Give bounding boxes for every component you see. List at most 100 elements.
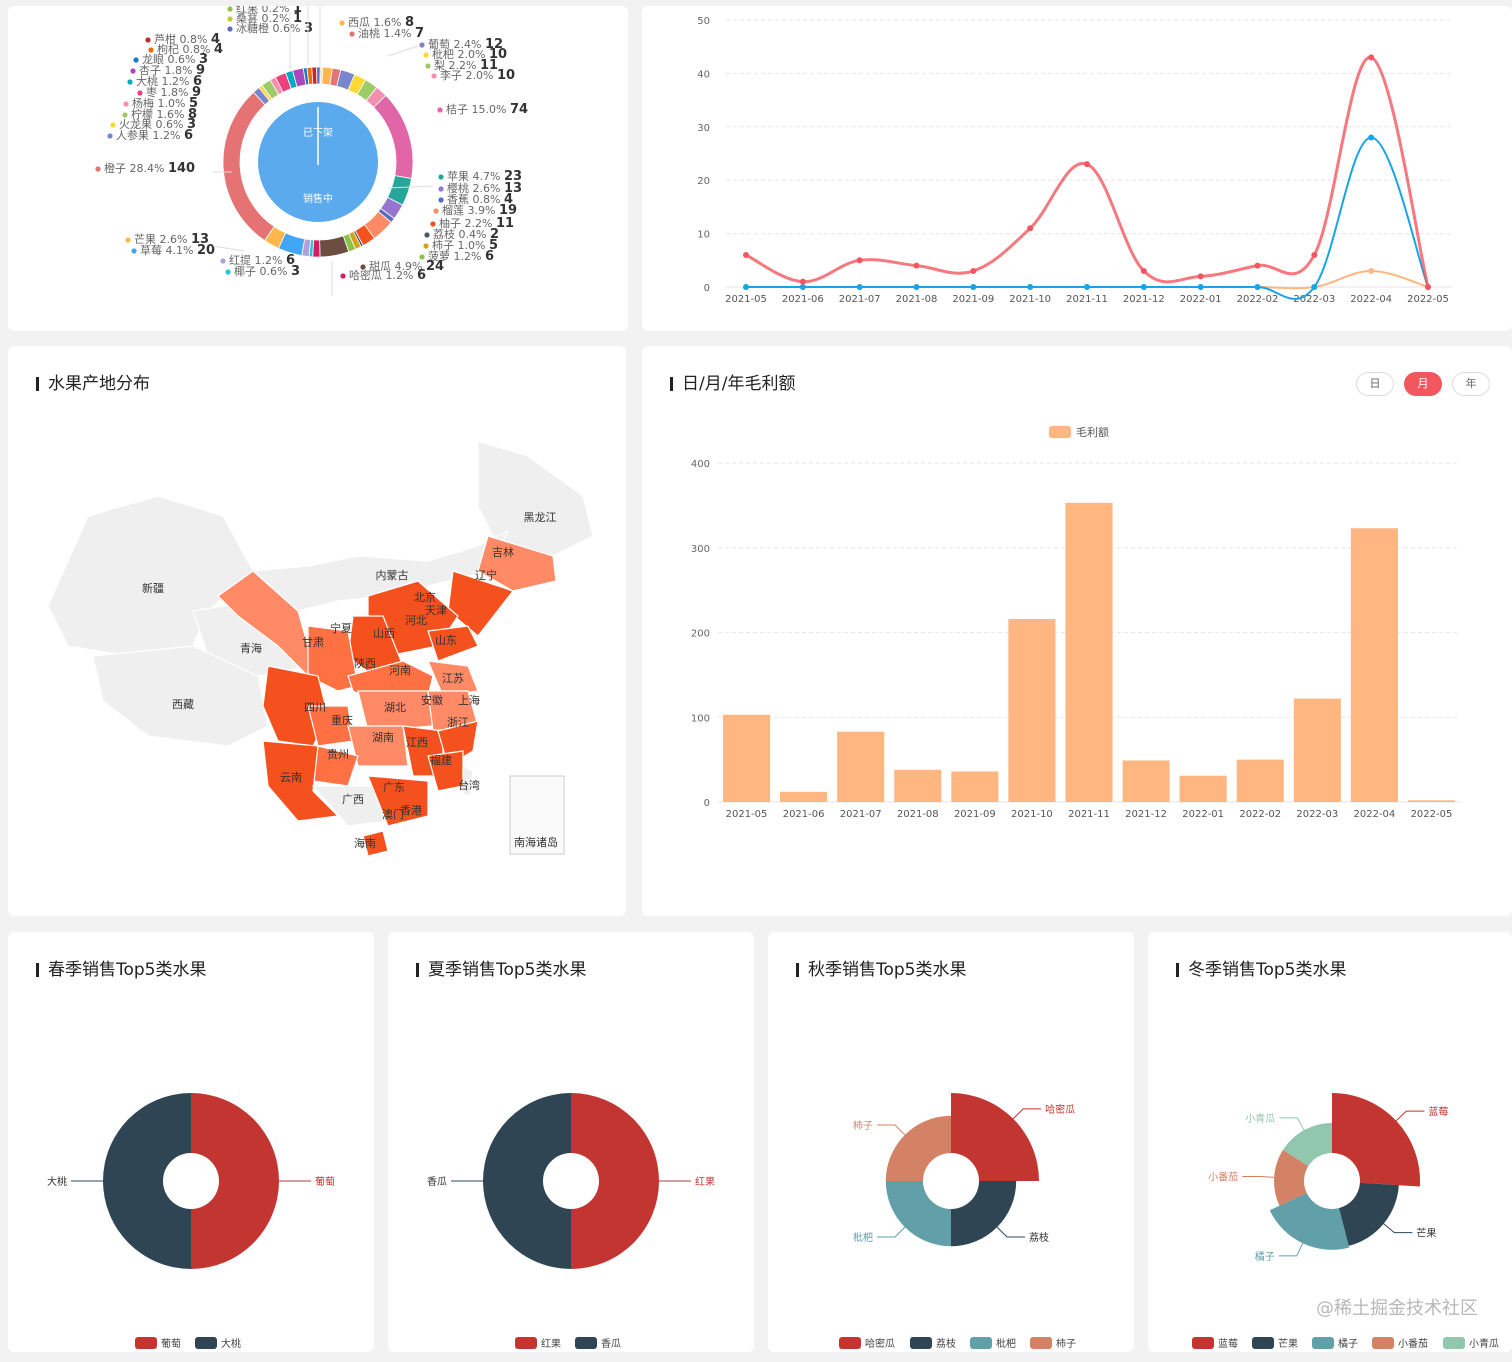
map-title: 水果产地分布 xyxy=(36,374,150,394)
pie-label-line xyxy=(1383,1223,1413,1234)
donut-slice xyxy=(320,66,324,85)
donut-legend-dot xyxy=(437,107,443,113)
province-region[interactable] xyxy=(92,645,269,747)
province-region[interactable] xyxy=(427,660,479,697)
donut-label: 榴莲 3.9% 19 xyxy=(442,203,517,218)
province-region[interactable] xyxy=(477,440,594,557)
year-button[interactable]: 年 xyxy=(1452,372,1490,396)
province-region[interactable] xyxy=(427,625,479,662)
province-label: 广西 xyxy=(342,793,364,806)
donut-legend-dot xyxy=(340,273,346,279)
line-x-tick: 2022-04 xyxy=(1350,294,1392,305)
donut-label: 枣 1.8% 9 xyxy=(146,85,201,100)
donut-legend-dot xyxy=(339,20,345,26)
donut-legend-dot xyxy=(438,197,444,203)
province-label: 安徽 xyxy=(421,693,443,707)
pie-legend-swatch xyxy=(1192,1337,1214,1349)
province-label: 青海 xyxy=(240,641,262,655)
line-x-tick: 2022-05 xyxy=(1407,294,1449,305)
donut-legend-dot xyxy=(225,269,231,275)
province-region[interactable] xyxy=(477,535,557,592)
bar-2021-08 xyxy=(894,769,942,802)
donut-label: 西瓜 1.6% 8 xyxy=(348,15,414,30)
province-label: 甘肃 xyxy=(302,636,324,649)
pie-legend-label: 柿子 xyxy=(1056,1337,1076,1350)
pie-legend-label: 葡萄 xyxy=(161,1337,181,1350)
bar-x-tick: 2022-05 xyxy=(1411,809,1453,820)
pie-legend-label: 红果 xyxy=(541,1337,561,1350)
province-region[interactable] xyxy=(262,740,340,822)
pie-legend-swatch xyxy=(135,1337,157,1349)
donut-legend-dot xyxy=(431,73,437,79)
donut-label: 椰子 0.6% 3 xyxy=(234,264,300,279)
line-point xyxy=(913,262,920,269)
pie-legend-swatch xyxy=(195,1337,217,1349)
line-y-tick: 30 xyxy=(697,123,710,134)
province-region[interactable] xyxy=(447,570,514,637)
province-label: 河北 xyxy=(405,614,427,627)
pie-slice-2 xyxy=(885,1181,951,1247)
donut-label: 桔子 15.0% 74 xyxy=(446,102,528,117)
province-region[interactable] xyxy=(427,690,479,732)
province-label: 台湾 xyxy=(458,778,480,792)
pie-label: 香瓜 xyxy=(427,1176,447,1188)
donut-label: 梨 2.2% 11 xyxy=(434,58,498,73)
province-label: 上海 xyxy=(458,693,480,707)
donut-label: 杨梅 1.0% 5 xyxy=(132,96,198,111)
donut-legend-dot xyxy=(131,248,137,254)
province-region[interactable] xyxy=(462,765,474,797)
month-button[interactable]: 月 xyxy=(1404,372,1442,396)
province-region[interactable] xyxy=(362,830,389,857)
bar-2022-05 xyxy=(1407,800,1455,802)
province-region[interactable] xyxy=(367,775,429,827)
province-region[interactable] xyxy=(347,725,409,767)
donut-legend-dot xyxy=(424,232,430,238)
province-label: 河南 xyxy=(389,664,411,677)
donut-label: 红果 0.2% 1 xyxy=(236,6,302,16)
line-x-tick: 2021-11 xyxy=(1066,294,1108,305)
line-point xyxy=(856,257,863,264)
line-point xyxy=(1368,134,1375,141)
donut-label: 红提 1.2% 6 xyxy=(229,253,295,268)
donut-legend-dot xyxy=(433,208,439,214)
donut-label: 草莓 4.1% 20 xyxy=(140,243,215,258)
line-series-1 xyxy=(746,136,1429,300)
donut-leader-line xyxy=(212,245,245,252)
line-point xyxy=(1254,262,1261,269)
province-label: 福建 xyxy=(430,753,452,767)
gross-profit-card: 日/月/年毛利额 日 月 年 毛利额 0 100 200 300 400 2021-05 20… xyxy=(642,346,1512,916)
pie-legend-swatch xyxy=(575,1337,597,1349)
province-label: 西藏 xyxy=(172,698,194,711)
donut-label: 芒果 2.6% 13 xyxy=(134,232,209,247)
pie-label: 大桃 xyxy=(47,1175,67,1188)
donut-legend-dot xyxy=(122,112,128,118)
bar-2021-05 xyxy=(723,714,771,802)
donut-leader-line xyxy=(387,185,434,189)
winter-title: 冬季销售Top5类水果 xyxy=(1176,960,1347,980)
day-button[interactable]: 日 xyxy=(1356,372,1394,396)
donut-label: 大桃 1.2% 6 xyxy=(136,74,202,89)
pie-legend-swatch xyxy=(1030,1337,1052,1349)
pie-legend-label: 橘子 xyxy=(1338,1338,1358,1350)
province-label: 江苏 xyxy=(442,672,464,685)
province-label: 内蒙古 xyxy=(376,568,409,582)
pie-label-line xyxy=(1242,1175,1275,1178)
donut-label: 哈密瓜 1.2% 6 xyxy=(349,268,426,283)
line-point xyxy=(1027,284,1034,290)
donut-label: 橙子 28.4% 140 xyxy=(104,161,195,176)
province-label: 陕西 xyxy=(354,656,376,670)
pie-label: 橘子 xyxy=(1255,1251,1275,1263)
province-region[interactable] xyxy=(307,625,359,692)
line-point xyxy=(743,251,749,258)
bar-x-tick: 2021-11 xyxy=(1068,809,1110,820)
bar-x-tick: 2022-03 xyxy=(1296,809,1338,820)
gross-profit-bar-chart: 毛利额 0 100 200 300 400 2021-05 2021-06 2021-07 202… xyxy=(691,426,1460,820)
bar-x-tick: 2021-08 xyxy=(897,809,939,820)
donut-legend-dot xyxy=(425,63,431,69)
bar-2021-10 xyxy=(1008,618,1056,802)
bar-legend-label: 毛利额 xyxy=(1076,426,1109,439)
donut-leader-line xyxy=(387,45,419,57)
line-point xyxy=(970,284,977,290)
